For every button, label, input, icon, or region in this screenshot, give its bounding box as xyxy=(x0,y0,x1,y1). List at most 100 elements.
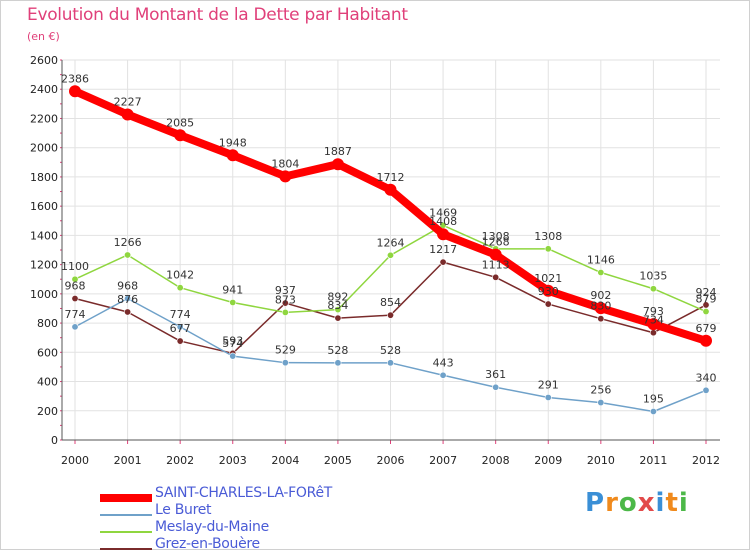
data-point xyxy=(279,170,292,183)
data-point xyxy=(174,129,187,142)
legend-label: SAINT-CHARLES-LA-FORêT xyxy=(155,485,333,501)
data-label: 924 xyxy=(696,286,717,299)
x-tick-label: 2008 xyxy=(482,454,510,467)
data-label: 1408 xyxy=(429,215,457,228)
data-label: 1887 xyxy=(324,145,352,158)
data-point xyxy=(597,269,605,277)
data-label: 528 xyxy=(327,344,348,357)
data-point xyxy=(544,245,552,253)
data-label: 968 xyxy=(117,280,138,293)
y-tick-label: 200 xyxy=(37,405,58,418)
data-point xyxy=(386,359,394,367)
data-label: 968 xyxy=(65,280,86,293)
data-label: 892 xyxy=(327,291,348,304)
data-point xyxy=(281,299,289,307)
data-point xyxy=(439,371,447,379)
data-point xyxy=(489,248,502,261)
data-label: 941 xyxy=(222,283,243,296)
x-tick-label: 2003 xyxy=(219,454,247,467)
data-label: 679 xyxy=(696,322,717,335)
legend-label: Meslay-du-Maine xyxy=(155,519,269,535)
data-label: 2227 xyxy=(114,96,142,109)
data-label: 830 xyxy=(590,300,611,313)
data-point xyxy=(176,337,184,345)
x-tick-label: 2000 xyxy=(61,454,89,467)
data-point xyxy=(331,158,344,171)
data-label: 361 xyxy=(485,368,506,381)
data-label: 873 xyxy=(275,293,296,306)
data-label: 1266 xyxy=(114,236,142,249)
data-point xyxy=(544,300,552,308)
data-point xyxy=(334,359,342,367)
legend-item: SAINT-CHARLES-LA-FORêT xyxy=(100,485,420,502)
data-label: 340 xyxy=(696,371,717,384)
data-label: 574 xyxy=(222,337,243,350)
data-point xyxy=(386,311,394,319)
data-label: 528 xyxy=(380,344,401,357)
data-point xyxy=(281,359,289,367)
data-label: 1712 xyxy=(377,171,405,184)
legend-item: Le Buret xyxy=(100,502,420,519)
proxiti-logo: Proxiti xyxy=(585,488,689,518)
data-label: 1217 xyxy=(429,243,457,256)
data-point xyxy=(124,295,132,303)
data-point xyxy=(544,393,552,401)
data-point xyxy=(542,284,555,297)
legend-swatch xyxy=(100,531,152,533)
data-point xyxy=(124,308,132,316)
data-point xyxy=(647,318,660,331)
data-label: 1035 xyxy=(639,270,667,283)
data-label: 876 xyxy=(117,293,138,306)
y-tick-label: 1200 xyxy=(30,259,58,272)
legend-label: Grez-en-Bouère xyxy=(155,536,260,552)
data-point xyxy=(597,315,605,323)
y-tick-label: 600 xyxy=(37,346,58,359)
data-point xyxy=(176,284,184,292)
data-label: 1308 xyxy=(482,230,510,243)
data-point xyxy=(124,251,132,259)
data-label: 1100 xyxy=(61,260,89,273)
data-point xyxy=(334,314,342,322)
data-label: 529 xyxy=(275,344,296,357)
y-tick-label: 1400 xyxy=(30,229,58,242)
data-point xyxy=(649,407,657,415)
data-label: 256 xyxy=(590,384,611,397)
data-point xyxy=(121,108,134,121)
legend-swatch xyxy=(100,548,152,550)
data-label: 195 xyxy=(643,393,664,406)
legend-label: Le Buret xyxy=(155,502,212,518)
data-point xyxy=(649,329,657,337)
data-label: 937 xyxy=(275,284,296,297)
data-point xyxy=(649,285,657,293)
x-tick-label: 2002 xyxy=(166,454,194,467)
y-tick-label: 1800 xyxy=(30,171,58,184)
data-label: 879 xyxy=(696,293,717,306)
data-point xyxy=(384,183,397,196)
chart-subtitle: (en €) xyxy=(27,30,60,43)
legend-swatch xyxy=(100,514,152,516)
y-tick-label: 400 xyxy=(37,376,58,389)
data-point xyxy=(700,334,712,347)
x-tick-label: 2007 xyxy=(429,454,457,467)
y-tick-label: 800 xyxy=(37,317,58,330)
data-point xyxy=(439,258,447,266)
legend-item: Grez-en-Bouère xyxy=(100,536,420,553)
chart-title: Evolution du Montant de la Dette par Hab… xyxy=(27,5,408,25)
data-label: 1042 xyxy=(166,269,194,282)
data-label: 1021 xyxy=(534,272,562,285)
data-point xyxy=(176,323,184,331)
x-tick-label: 2001 xyxy=(114,454,142,467)
data-point xyxy=(386,251,394,259)
y-tick-label: 0 xyxy=(51,434,58,447)
y-tick-label: 1600 xyxy=(30,200,58,213)
data-point xyxy=(702,386,710,394)
data-label: 443 xyxy=(433,356,454,369)
data-point xyxy=(281,308,289,316)
x-tick-label: 2009 xyxy=(534,454,562,467)
data-point xyxy=(334,306,342,314)
data-label: 1113 xyxy=(482,258,510,271)
legend-swatch xyxy=(100,494,152,502)
data-point xyxy=(492,383,500,391)
data-label: 1469 xyxy=(429,206,457,219)
